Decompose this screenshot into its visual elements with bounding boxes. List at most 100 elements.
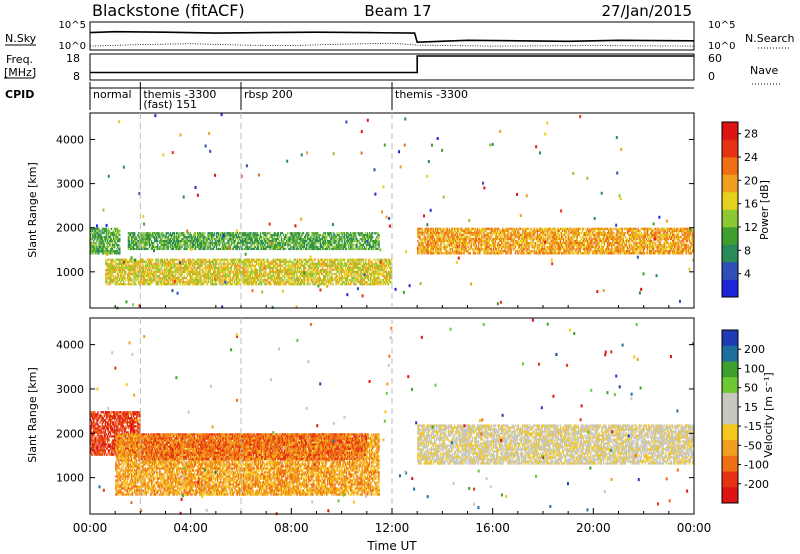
beam-title: Beam 17 — [364, 2, 431, 20]
heatmap-cell — [232, 281, 233, 283]
heatmap-cell — [252, 261, 253, 263]
heatmap-cell — [142, 240, 143, 242]
heatmap-cell — [148, 248, 149, 250]
heatmap-cell — [244, 273, 245, 275]
heatmap-cell — [289, 267, 290, 269]
heatmap-cell — [146, 267, 147, 269]
heatmap-cell — [265, 281, 266, 283]
heatmap-cell — [362, 281, 363, 283]
nsearch-series — [90, 43, 694, 46]
heatmap-cell — [341, 273, 342, 275]
heatmap-cell — [269, 273, 270, 275]
heatmap-cell — [301, 269, 302, 271]
heatmap-cell — [234, 281, 235, 283]
heatmap-cell — [100, 244, 101, 246]
heatmap-cell — [174, 275, 175, 277]
heatmap-cell — [119, 246, 120, 248]
heatmap-cell — [159, 265, 160, 267]
heatmap-cell — [295, 281, 296, 283]
heatmap-cell — [262, 269, 263, 271]
heatmap-cell — [131, 283, 132, 285]
heatmap-cell — [387, 277, 388, 279]
heatmap-cell — [334, 261, 335, 263]
heatmap-cell — [202, 283, 203, 285]
heatmap-cell — [122, 271, 123, 273]
heatmap-cell — [201, 273, 202, 275]
heatmap-cell — [106, 283, 107, 285]
heatmap-cell — [138, 279, 139, 281]
heatmap-cell — [173, 261, 174, 263]
heatmap-cell — [277, 279, 278, 281]
heatmap-cell — [276, 261, 277, 263]
heatmap-cell — [159, 234, 160, 236]
heatmap-cell — [331, 281, 332, 283]
heatmap-cell — [305, 267, 306, 269]
heatmap-cell — [341, 261, 342, 263]
heatmap-cell — [251, 267, 252, 269]
heatmap-cell — [108, 228, 109, 230]
heatmap-cell — [155, 273, 156, 275]
heatmap-cell — [235, 259, 236, 261]
heatmap-cell — [126, 265, 127, 267]
heatmap-cell — [110, 277, 111, 279]
heatmap-cell — [362, 277, 363, 279]
heatmap-cell — [201, 265, 202, 267]
heatmap-cell — [119, 279, 120, 281]
heatmap-cell — [360, 267, 361, 269]
heatmap-cell — [327, 275, 328, 277]
heatmap-cell — [159, 275, 160, 277]
heatmap-cell — [223, 261, 224, 263]
heatmap-cell — [153, 234, 154, 236]
freq-label-1: Freq. — [6, 53, 33, 66]
heatmap-cell — [304, 269, 305, 271]
heatmap-cell — [114, 246, 115, 248]
heatmap-cell — [370, 279, 371, 281]
heatmap-cell — [185, 246, 186, 248]
heatmap-cell — [125, 271, 126, 273]
heatmap-cell — [192, 261, 193, 263]
heatmap-cell — [180, 265, 181, 267]
heatmap-cell — [318, 269, 319, 271]
heatmap-cell — [162, 232, 163, 234]
heatmap-cell — [236, 279, 237, 281]
freq-label-2: [MHz] — [4, 66, 36, 79]
heatmap-cell — [201, 281, 202, 283]
heatmap-cell — [351, 273, 352, 275]
heatmap-cell — [259, 277, 260, 279]
heatmap-cell — [282, 271, 283, 273]
heatmap-cell — [337, 279, 338, 281]
heatmap-cell — [123, 281, 124, 283]
heatmap-cell — [348, 273, 349, 275]
heatmap-cell — [157, 259, 158, 261]
heatmap-cell — [117, 236, 118, 238]
heatmap-cell — [106, 275, 107, 277]
heatmap-cell — [114, 232, 115, 234]
heatmap-cell — [244, 269, 245, 271]
heatmap-cell — [342, 263, 343, 265]
heatmap-cell — [137, 267, 138, 269]
heatmap-cell — [209, 259, 210, 261]
heatmap-cell — [110, 236, 111, 238]
heatmap-cell — [249, 259, 250, 261]
cpid-segment-label: themis -3300 — [395, 88, 468, 101]
heatmap-cell — [164, 259, 165, 261]
heatmap-cell — [354, 277, 355, 279]
heatmap-cell — [131, 281, 132, 283]
heatmap-cell — [151, 277, 152, 279]
heatmap-cell — [353, 275, 354, 277]
heatmap-cell — [284, 277, 285, 279]
heatmap-cell — [136, 238, 137, 240]
heatmap-cell — [149, 246, 150, 248]
heatmap-cell — [208, 279, 209, 281]
heatmap-cell — [195, 248, 196, 250]
heatmap-cell — [257, 273, 258, 275]
heatmap-cell — [310, 265, 311, 267]
heatmap-cell — [288, 263, 289, 265]
heatmap-cell — [219, 277, 220, 279]
heatmap-cell — [135, 279, 136, 281]
heatmap-cell — [325, 283, 326, 285]
heatmap-cell — [345, 267, 346, 269]
heatmap-cell — [226, 277, 227, 279]
heatmap-cell — [285, 267, 286, 269]
heatmap-cell — [164, 238, 165, 240]
